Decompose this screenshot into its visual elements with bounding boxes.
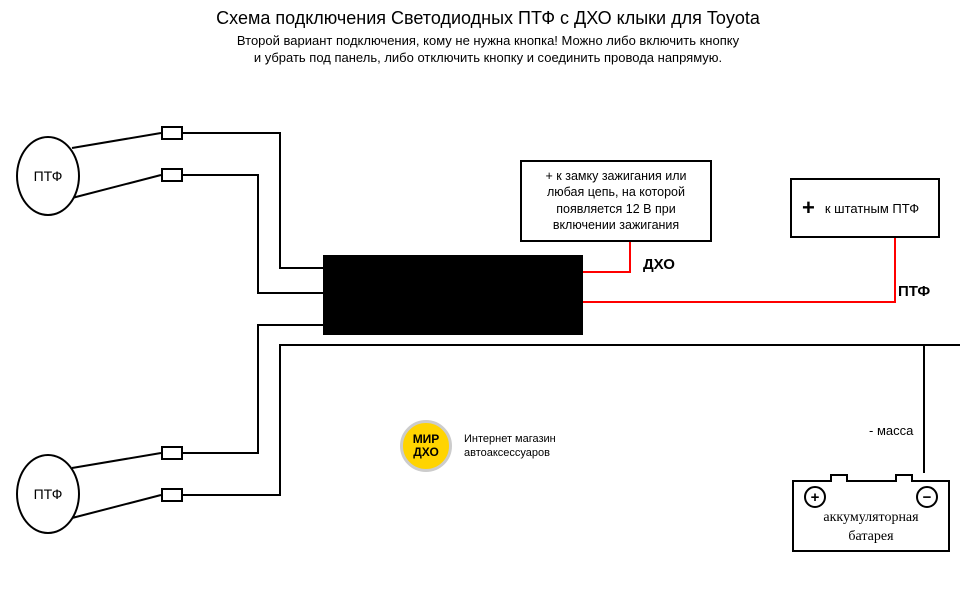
stock-ptf-box: + к штатным ПТФ — [790, 178, 940, 238]
connector-box — [161, 126, 183, 140]
connector-box — [161, 488, 183, 502]
control-module — [323, 255, 583, 335]
connector-box — [161, 446, 183, 460]
ptf-lamp-top: ПТФ — [16, 136, 80, 216]
plus-symbol: + — [802, 195, 815, 221]
battery-caps — [794, 474, 948, 482]
battery-label-1: аккумуляторная — [794, 510, 948, 527]
ground-label: - масса — [869, 423, 913, 438]
ptf-wire-label: ПТФ — [898, 283, 930, 300]
stock-ptf-text: к штатным ПТФ — [825, 201, 919, 216]
brand-logo: МИР ДХО Интернет магазин автоаксессуаров — [400, 420, 556, 472]
logo-text-1: Интернет магазин — [464, 433, 556, 445]
connector-box — [161, 168, 183, 182]
ptf-lamp-bottom: ПТФ — [16, 454, 80, 534]
logo-caption: Интернет магазин автоаксессуаров — [464, 432, 556, 461]
dho-wire-label: ДХО — [643, 256, 675, 273]
battery-box: + − аккумуляторная батарея — [792, 480, 950, 552]
battery-label-2: батарея — [794, 529, 948, 546]
logo-badge: МИР ДХО — [400, 420, 452, 472]
ignition-note-box: + к замку зажигания или любая цепь, на к… — [520, 160, 712, 242]
logo-text-2: автоаксессуаров — [464, 447, 550, 459]
battery-terminal-plus: + — [804, 486, 826, 508]
logo-line2: ДХО — [413, 446, 439, 459]
battery-terminal-minus: − — [916, 486, 938, 508]
